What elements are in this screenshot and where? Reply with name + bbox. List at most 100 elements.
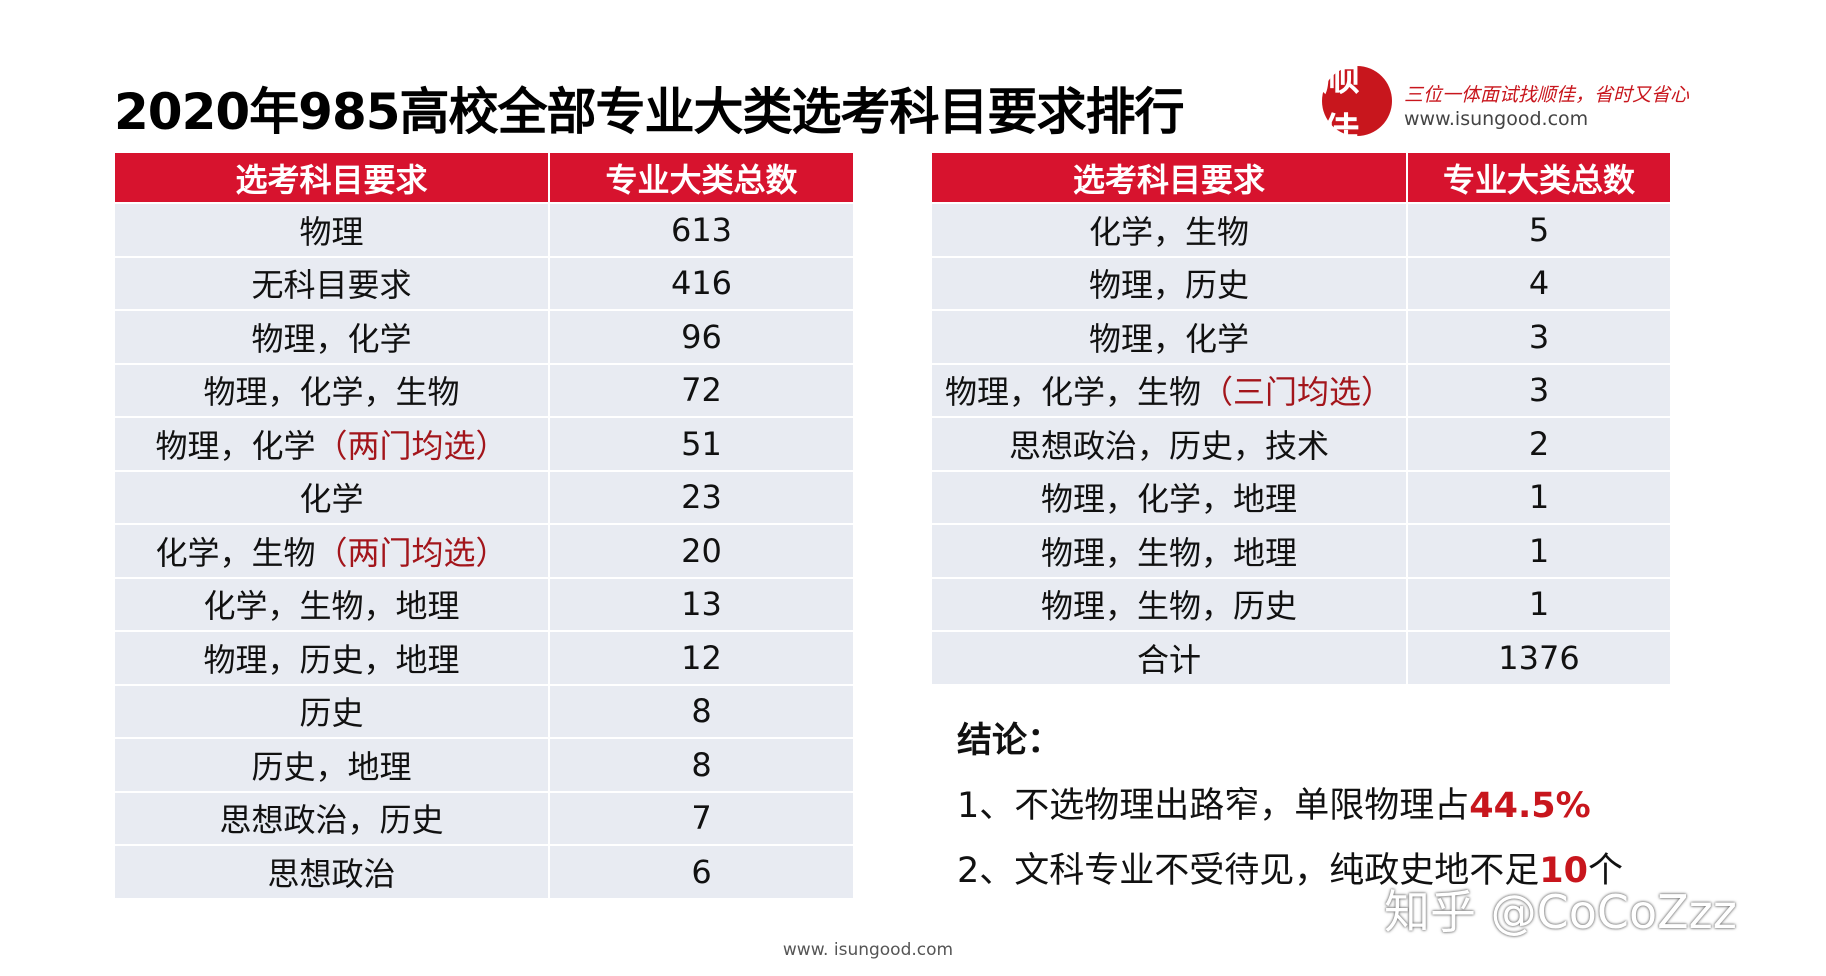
count-cell: 1 bbox=[1406, 469, 1672, 525]
table-row: 化学 23 bbox=[113, 469, 855, 525]
subject-cell: 物理，化学 bbox=[930, 309, 1408, 365]
column-header: 选考科目要求 bbox=[113, 151, 550, 204]
subject-text: 思想政治 bbox=[267, 854, 396, 893]
subject-cell: 物理 bbox=[113, 202, 550, 258]
subject-text: 历史 bbox=[299, 694, 364, 733]
subject-text: 化学，生物，地理 bbox=[203, 587, 460, 626]
count-cell: 4 bbox=[1406, 255, 1672, 311]
table-row: 历史，地理 8 bbox=[113, 737, 855, 793]
subject-cell: 思想政治 bbox=[113, 844, 550, 900]
subject-cell: 思想政治，历史，技术 bbox=[930, 416, 1408, 472]
count-cell: 6 bbox=[548, 844, 855, 900]
subject-cell: 历史 bbox=[113, 683, 550, 739]
slogan: 三位一体面试找顺佳，省时又省心 bbox=[1404, 84, 1690, 106]
count-cell: 12 bbox=[548, 630, 855, 686]
column-header: 选考科目要求 bbox=[930, 151, 1408, 204]
subject-text: 物理，化学 bbox=[251, 319, 412, 358]
count-cell: 613 bbox=[548, 202, 855, 258]
subject-note: （两门均选） bbox=[315, 426, 508, 465]
count-cell: 8 bbox=[548, 683, 855, 739]
subject-text: 物理，化学，生物 bbox=[203, 373, 460, 412]
subject-text: 化学，生物 bbox=[155, 533, 316, 572]
table-row: 物理，化学 3 bbox=[930, 309, 1672, 365]
table-row: 化学，生物（两门均选） 20 bbox=[113, 523, 855, 579]
count-cell: 2 bbox=[1406, 416, 1672, 472]
subject-cell: 思想政治，历史 bbox=[113, 790, 550, 846]
right-table: 选考科目要求 专业大类总数 化学，生物 5 物理，历史 4 物理，化学 3 物理，化学，生物（三… bbox=[930, 151, 1672, 686]
table-row: 历史 8 bbox=[113, 683, 855, 739]
subject-cell: 化学，生物 bbox=[930, 202, 1408, 258]
count-cell: 23 bbox=[548, 469, 855, 525]
table-row: 思想政治，历史 7 bbox=[113, 790, 855, 846]
count-cell: 3 bbox=[1406, 362, 1672, 418]
table-row: 合计 1376 bbox=[930, 630, 1672, 686]
table-row: 思想政治，历史，技术 2 bbox=[930, 416, 1672, 472]
subject-cell: 化学 bbox=[113, 469, 550, 525]
subject-text: 物理，化学 bbox=[1088, 319, 1249, 358]
subject-cell: 化学，生物，地理 bbox=[113, 576, 550, 632]
subject-cell: 无科目要求 bbox=[113, 255, 550, 311]
logo-url: www.isungood.com bbox=[1404, 108, 1589, 130]
subject-cell: 物理，历史 bbox=[930, 255, 1408, 311]
subject-text: 历史，地理 bbox=[251, 747, 412, 786]
table-row: 思想政治 6 bbox=[113, 844, 855, 900]
subject-cell: 物理，化学 bbox=[113, 309, 550, 365]
subject-cell: 物理，生物，地理 bbox=[930, 523, 1408, 579]
subject-text: 化学 bbox=[299, 480, 364, 519]
watermark: 知乎 @CoCoZzz bbox=[1384, 885, 1737, 939]
subject-cell: 物理，化学，生物 bbox=[113, 362, 550, 418]
count-cell: 416 bbox=[548, 255, 855, 311]
item-text: 1、不选物理出路窄，单限物理占 bbox=[957, 786, 1470, 826]
table-row: 物理 613 bbox=[113, 202, 855, 258]
subject-cell: 物理，生物，历史 bbox=[930, 576, 1408, 632]
conclusion-item: 1、不选物理出路窄，单限物理占44.5% bbox=[957, 777, 1623, 842]
count-cell: 20 bbox=[548, 523, 855, 579]
table-row: 物理，化学，生物（三门均选） 3 bbox=[930, 362, 1672, 418]
count-cell: 8 bbox=[548, 737, 855, 793]
subject-text: 物理，化学 bbox=[155, 426, 316, 465]
item-tail: 个 bbox=[1588, 851, 1624, 891]
table-row: 化学，生物，地理 13 bbox=[113, 576, 855, 632]
count-cell: 3 bbox=[1406, 309, 1672, 365]
table-row: 物理，历史，地理 12 bbox=[113, 630, 855, 686]
subject-cell: 历史，地理 bbox=[113, 737, 550, 793]
count-cell: 1 bbox=[1406, 523, 1672, 579]
subject-text: 思想政治，历史，技术 bbox=[1008, 426, 1329, 465]
subject-text: 无科目要求 bbox=[251, 266, 412, 305]
item-highlight: 10 bbox=[1539, 851, 1588, 891]
conclusion-heading: 结论： bbox=[957, 721, 1063, 761]
count-cell: 13 bbox=[548, 576, 855, 632]
count-cell: 1 bbox=[1406, 576, 1672, 632]
count-cell: 51 bbox=[548, 416, 855, 472]
column-header: 专业大类总数 bbox=[548, 151, 855, 204]
subject-text: 合计 bbox=[1136, 640, 1201, 679]
subject-text: 物理，化学，生物 bbox=[944, 373, 1201, 412]
table-row: 物理，生物，地理 1 bbox=[930, 523, 1672, 579]
table-row: 无科目要求 416 bbox=[113, 255, 855, 311]
subject-cell: 物理，化学，地理 bbox=[930, 469, 1408, 525]
subject-text: 物理，历史，地理 bbox=[203, 640, 460, 679]
subject-cell: 物理，化学，生物（三门均选） bbox=[930, 362, 1408, 418]
item-text: 2、文科专业不受待见，纯政史地不足 bbox=[957, 851, 1540, 891]
subject-text: 化学，生物 bbox=[1088, 212, 1249, 251]
left-table: 选考科目要求 专业大类总数 物理 613 无科目要求 416 物理，化学 96 物理，化学，生物… bbox=[113, 151, 855, 900]
table-row: 物理，生物，历史 1 bbox=[930, 576, 1672, 632]
count-cell: 7 bbox=[548, 790, 855, 846]
subject-text: 思想政治，历史 bbox=[219, 801, 444, 840]
subject-note: （三门均选） bbox=[1201, 373, 1394, 412]
subject-cell: 合计 bbox=[930, 630, 1408, 686]
subject-text: 物理 bbox=[299, 212, 364, 251]
count-cell: 5 bbox=[1406, 202, 1672, 258]
table-row: 物理，历史 4 bbox=[930, 255, 1672, 311]
subject-text: 物理，生物，地理 bbox=[1040, 533, 1297, 572]
subject-cell: 化学，生物（两门均选） bbox=[113, 523, 550, 579]
footer-url: www. isungood.com bbox=[782, 940, 954, 960]
subject-cell: 物理，历史，地理 bbox=[113, 630, 550, 686]
column-header: 专业大类总数 bbox=[1406, 151, 1672, 204]
header-row: 选考科目要求 专业大类总数 bbox=[930, 151, 1672, 204]
count-cell: 72 bbox=[548, 362, 855, 418]
subject-cell: 物理，化学（两门均选） bbox=[113, 416, 550, 472]
table-row: 物理，化学，生物 72 bbox=[113, 362, 855, 418]
header-row: 选考科目要求 专业大类总数 bbox=[113, 151, 855, 204]
